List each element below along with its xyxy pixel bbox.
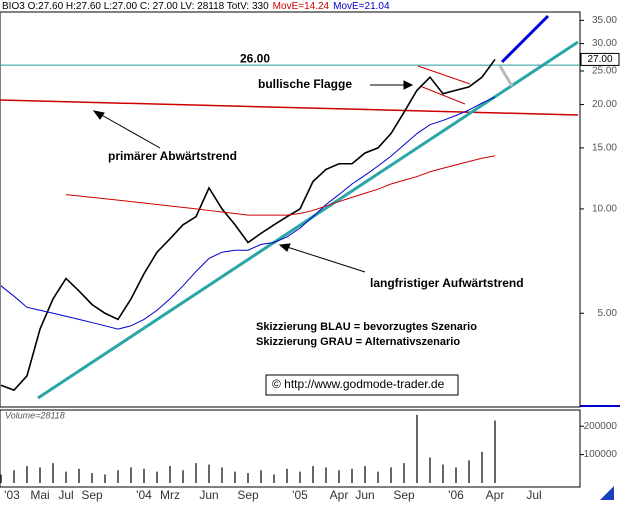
x-tick-label: Mai <box>30 488 49 502</box>
header-field: MovE=14.24 <box>273 1 330 12</box>
header: BIO3 O:27.60 H:27.60 L:27.00 C: 27.00 LV… <box>2 1 390 12</box>
x-tick-label: '05 <box>292 488 308 502</box>
header-field: MovE=21.04 <box>333 1 390 12</box>
x-tick-label: Mrz <box>160 488 180 502</box>
series-line <box>0 58 496 392</box>
annotation: Skizzierung GRAU = Alternativszenario <box>256 336 460 348</box>
flag-line <box>417 65 471 85</box>
copyright-box <box>265 374 459 396</box>
volume-label: Volume=28118 <box>5 410 65 420</box>
arrows <box>92 80 414 273</box>
last-price-label: 27.00 <box>587 54 612 65</box>
series-line <box>65 155 496 216</box>
x-tick-label: Apr <box>330 488 349 502</box>
last-price-box <box>580 52 620 66</box>
up-trend <box>37 40 579 400</box>
x-tick-label: Sep <box>237 488 259 502</box>
corner-icon <box>600 486 614 500</box>
flag-line <box>419 85 466 105</box>
x-tick-label: Jul <box>58 488 73 502</box>
volume-frame <box>0 409 581 488</box>
down-trend <box>0 99 579 116</box>
annotation: primärer Abwärtstrend <box>108 149 237 163</box>
y-tick-label: 15.00 <box>592 143 617 154</box>
y2-tick-label: 100000 <box>584 449 618 460</box>
x-tick-label: Apr <box>486 488 505 502</box>
y-tick-label: 5.00 <box>598 308 618 319</box>
x-tick-label: Jun <box>199 488 218 502</box>
annotation: langfristiger Aufwärtstrend <box>370 276 524 290</box>
level-label: 26.00 <box>240 51 270 65</box>
x-tick-label: Jun <box>355 488 374 502</box>
y-tick-label: 25.00 <box>592 66 617 77</box>
x-tick-label: '04 <box>136 488 152 502</box>
copyright: © http://www.godmode-trader.de <box>272 377 445 391</box>
annotation: bullische Flagge <box>258 77 352 91</box>
x-tick-label: Jul <box>526 488 541 502</box>
x-tick-label: Sep <box>81 488 103 502</box>
note-box <box>248 318 496 350</box>
y-tick-label: 20.00 <box>592 99 617 110</box>
gray-scenario <box>498 65 514 87</box>
x-tick-label: '06 <box>448 488 464 502</box>
y2-tick-label: 200000 <box>584 421 618 432</box>
plot-frame <box>0 11 581 408</box>
x-tick-label: Sep <box>393 488 415 502</box>
y-tick-label: 10.00 <box>592 204 617 215</box>
blue-scenario <box>500 14 550 64</box>
header-field: BIO3 O:27.60 H:27.60 L:27.00 C: 27.00 LV… <box>2 1 269 12</box>
y-tick-label: 35.00 <box>592 15 617 26</box>
y-tick-label: 30.00 <box>592 38 617 49</box>
x-tick-label: '03 <box>4 488 20 502</box>
series-line <box>0 96 496 330</box>
annotation: Skizzierung BLAU = bevorzugtes Szenario <box>256 321 477 333</box>
